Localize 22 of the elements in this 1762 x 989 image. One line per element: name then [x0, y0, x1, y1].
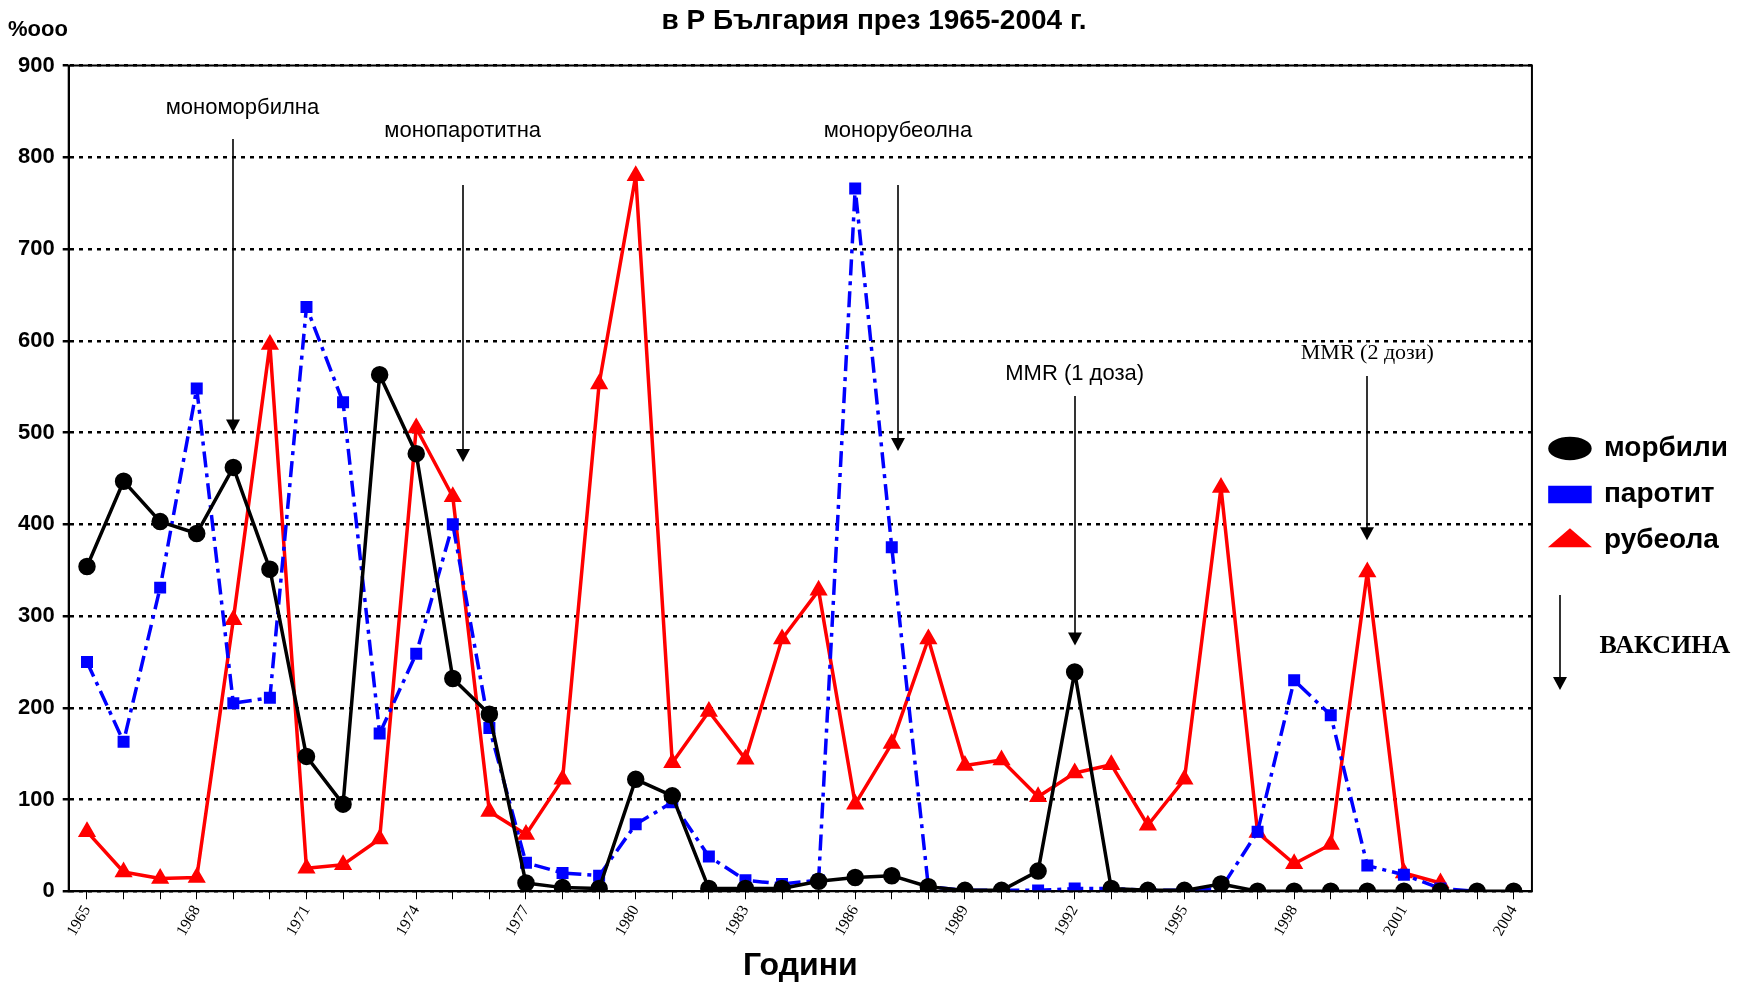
y-tick-label: 400 — [17, 510, 55, 536]
y-tick-label: 300 — [17, 602, 55, 628]
annotation: мономорбилна — [165, 93, 320, 120]
y-tick-label: 700 — [17, 235, 55, 261]
annotation: MMR (1 доза) — [1005, 359, 1145, 386]
y-tick-label: 500 — [17, 418, 55, 444]
y-tick-label: 200 — [17, 693, 55, 719]
text: ВАКСИНА — [1599, 629, 1731, 660]
legend-label: рубеола — [1603, 523, 1720, 555]
chart-title: в Р България през 1965-2004 г. — [661, 3, 1087, 35]
y-tick-label: 900 — [17, 51, 55, 77]
y-tick-label: 800 — [17, 143, 55, 169]
y-tick-label: 100 — [17, 785, 55, 811]
legend-label: паротит — [1603, 477, 1715, 509]
annotation: MMR (2 дози) — [1300, 338, 1434, 365]
annotation: монопаротитна — [384, 116, 542, 143]
y-tick-label: 0 — [42, 877, 55, 903]
legend-label: морбили — [1603, 431, 1728, 463]
y-axis-title: %ooo — [8, 15, 68, 42]
annotation: монорубеолна — [823, 116, 973, 143]
y-tick-label: 600 — [17, 326, 55, 352]
x-axis-title: Години — [743, 945, 858, 982]
